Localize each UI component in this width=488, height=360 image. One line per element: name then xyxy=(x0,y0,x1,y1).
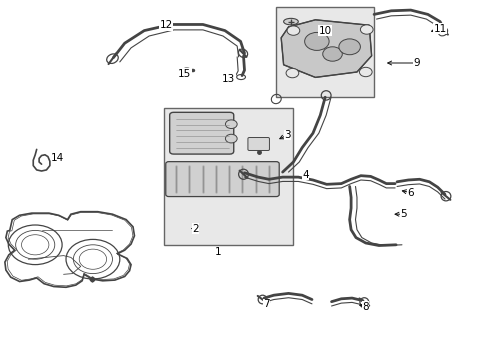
Text: 10: 10 xyxy=(318,26,331,36)
Text: 6: 6 xyxy=(407,188,413,198)
Circle shape xyxy=(225,134,237,143)
Circle shape xyxy=(304,32,328,50)
FancyBboxPatch shape xyxy=(169,112,233,154)
Polygon shape xyxy=(281,20,371,77)
Text: 15: 15 xyxy=(178,69,191,79)
Circle shape xyxy=(360,25,372,34)
Ellipse shape xyxy=(283,18,298,25)
Bar xyxy=(276,7,373,97)
Bar xyxy=(163,108,293,245)
Text: 13: 13 xyxy=(222,74,235,84)
Circle shape xyxy=(286,26,299,35)
Text: 5: 5 xyxy=(399,209,406,219)
Text: 3: 3 xyxy=(284,130,290,140)
Text: 11: 11 xyxy=(432,24,446,34)
Circle shape xyxy=(359,67,371,77)
Circle shape xyxy=(338,39,360,55)
Text: 2: 2 xyxy=(192,224,199,234)
Text: 14: 14 xyxy=(51,153,64,163)
FancyBboxPatch shape xyxy=(165,162,279,197)
Circle shape xyxy=(322,47,342,61)
Circle shape xyxy=(225,120,237,129)
FancyBboxPatch shape xyxy=(247,138,269,150)
Circle shape xyxy=(285,68,298,78)
Text: 9: 9 xyxy=(412,58,419,68)
Text: 4: 4 xyxy=(302,170,308,180)
Text: 7: 7 xyxy=(263,299,269,309)
Text: 8: 8 xyxy=(362,302,368,312)
Text: 1: 1 xyxy=(215,247,222,257)
Text: 12: 12 xyxy=(159,20,173,30)
